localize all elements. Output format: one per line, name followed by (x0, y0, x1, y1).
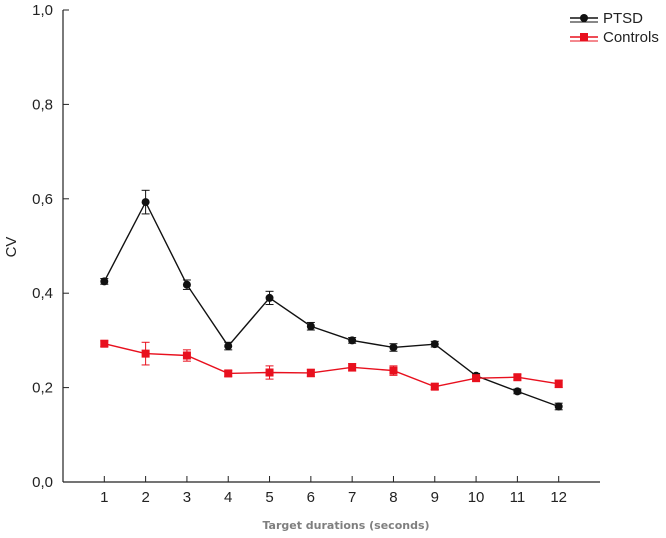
y-tick-label: 0,6 (32, 191, 53, 208)
x-tick-label: 3 (183, 489, 191, 506)
data-point (430, 340, 439, 349)
data-point (389, 343, 398, 352)
legend-label-controls: Controls (603, 29, 659, 46)
x-tick-label: 8 (389, 489, 397, 506)
data-point (182, 351, 191, 360)
data-point (100, 339, 109, 348)
y-tick-label: 0,4 (32, 285, 53, 302)
x-tick-label: 9 (431, 489, 439, 506)
data-point (141, 349, 150, 358)
legend: PTSD Controls (570, 10, 659, 46)
y-tick-label: 0,0 (32, 474, 53, 491)
data-point (348, 363, 357, 372)
series-line (103, 200, 559, 408)
legend-marker (580, 14, 588, 22)
y-tick-label: 1,0 (32, 2, 53, 19)
data-point (265, 293, 274, 302)
data-point (554, 402, 563, 411)
legend-item-controls: Controls (570, 29, 659, 46)
series-controls (100, 339, 563, 391)
data-point (306, 322, 315, 331)
y-axis-title: CV (3, 237, 20, 258)
y-tick-label: 0,8 (32, 96, 53, 113)
x-axis-title: Target durations (seconds) (262, 519, 429, 532)
data-point (306, 368, 315, 377)
legend-item-ptsd: PTSD (570, 10, 643, 27)
series-layer (100, 189, 563, 411)
data-point (430, 382, 439, 391)
x-tick-label: 5 (265, 489, 273, 506)
legend-label-ptsd: PTSD (603, 10, 643, 27)
data-point (182, 280, 191, 289)
series-line (104, 343, 559, 388)
x-tick-label: 6 (307, 489, 315, 506)
legend-marker (580, 33, 588, 41)
data-point (141, 198, 150, 207)
x-tick-label: 10 (468, 489, 485, 506)
data-point (472, 374, 481, 383)
x-tick-label: 11 (510, 489, 526, 506)
data-point (224, 342, 233, 351)
y-ticks: 0,0 0,2 0,4 0,6 0,8 1,0 (32, 2, 69, 491)
data-point (265, 368, 274, 377)
x-ticks: 1 2 3 4 5 6 7 8 9 10 11 12 (100, 476, 567, 506)
data-point (389, 366, 398, 375)
data-point (224, 369, 233, 378)
x-tick-label: 12 (550, 489, 567, 506)
data-point (348, 336, 357, 345)
axes (62, 10, 600, 483)
x-tick-label: 7 (348, 489, 356, 506)
data-point (100, 277, 109, 286)
data-point (554, 379, 563, 388)
x-tick-label: 2 (141, 489, 149, 506)
x-tick-label: 4 (224, 489, 232, 506)
data-point (513, 387, 522, 396)
data-point (513, 373, 522, 382)
x-tick-label: 1 (100, 489, 108, 506)
y-tick-label: 0,2 (32, 380, 53, 397)
